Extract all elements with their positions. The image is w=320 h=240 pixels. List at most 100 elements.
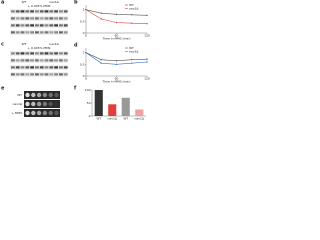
blot-band: [11, 66, 15, 69]
legend-label: nav1Δ: [129, 7, 139, 11]
y-tick-label: 100: [85, 88, 91, 92]
blot-band: [35, 52, 39, 55]
blot-band: [30, 31, 34, 34]
blot-band: [25, 17, 30, 20]
blot-band: [20, 31, 25, 34]
spot: [54, 92, 59, 98]
blot-band: [35, 59, 39, 62]
plate: [24, 100, 60, 108]
blot-band: [59, 59, 63, 62]
blot-band: [63, 31, 68, 34]
blot-band: [11, 73, 15, 76]
point: [100, 12, 102, 14]
point: [131, 58, 133, 61]
blot-band: [35, 17, 39, 20]
blot-band: [49, 59, 54, 62]
panel-letter: c: [1, 42, 4, 48]
y-tick-label: 1: [83, 8, 85, 12]
spot: [42, 92, 48, 98]
blot-strip: [10, 65, 68, 70]
blot-strip: [10, 16, 68, 21]
legend-label: WT: [129, 46, 134, 50]
blot-band: [49, 31, 54, 34]
spot: [31, 110, 36, 116]
blot-band: [25, 24, 30, 27]
blot-band: [15, 59, 20, 62]
blot-band: [30, 24, 34, 27]
blot-band: [11, 17, 15, 20]
blot-band: [44, 59, 49, 62]
y-tick-label: 50: [87, 101, 91, 105]
point: [131, 14, 133, 16]
spot: [31, 92, 36, 98]
blot-band: [25, 52, 30, 55]
point: [115, 13, 118, 16]
blot-band: [63, 59, 68, 62]
blot-band: [44, 17, 49, 20]
blot-band: [63, 24, 68, 27]
blot-band: [59, 24, 63, 27]
bar: [94, 90, 103, 116]
y-tick-label: 0: [89, 114, 91, 118]
point: [115, 63, 118, 66]
blot-band: [44, 73, 49, 76]
blot-band: [30, 52, 34, 55]
point: [100, 58, 102, 61]
blot-band: [63, 66, 68, 69]
spot: [48, 92, 53, 98]
row-label: WT: [17, 93, 22, 97]
bar: [135, 109, 144, 116]
blot-band: [30, 17, 34, 20]
blot-band: [59, 17, 63, 20]
blot-band: [25, 31, 30, 34]
x-axis-label: Time in MMS (min): [101, 80, 130, 84]
spot: [48, 110, 53, 116]
point: [100, 62, 102, 64]
blot-band: [49, 17, 54, 20]
group-label: WT: [22, 42, 27, 46]
blot-band: [15, 24, 20, 27]
blot-band: [30, 73, 34, 76]
blot-band: [35, 66, 39, 69]
blot-band: [59, 52, 63, 55]
point: [131, 62, 133, 64]
row-label: + MMS: [11, 111, 22, 115]
x-tick-label: 0: [85, 77, 87, 81]
group-label: WT: [22, 0, 27, 4]
blot-band: [44, 24, 49, 27]
blot-band: [49, 24, 54, 27]
group-label: nav1Δ: [49, 0, 59, 4]
blot-band: [25, 59, 30, 62]
bar: [108, 104, 117, 116]
blot-band: [39, 52, 44, 55]
point: [85, 51, 87, 54]
blot-band: [44, 10, 49, 13]
blot-band: [54, 59, 58, 62]
y-tick-label: 0: [83, 31, 85, 35]
treatment-label: + 0.005% MMS: [28, 4, 51, 8]
point: [146, 14, 148, 16]
y-tick-label: 0.5: [80, 62, 85, 66]
spot: [36, 101, 42, 107]
blot-band: [63, 52, 68, 55]
blot-band: [35, 73, 39, 76]
blot-band: [54, 52, 58, 55]
spot: [54, 101, 59, 107]
blot-band: [11, 59, 15, 62]
blot-band: [54, 24, 58, 27]
blot-band: [63, 73, 68, 76]
blot-band: [39, 31, 44, 34]
x-tick-label: nav1Δ: [108, 117, 118, 121]
blot-band: [39, 24, 44, 27]
blot-band: [11, 52, 15, 55]
x-tick-label: 120: [144, 77, 150, 81]
blot-band: [63, 10, 68, 13]
row-label: nav1Δ: [13, 102, 23, 106]
panel-letter: e: [1, 86, 5, 92]
blot-band: [54, 31, 58, 34]
blot-band: [49, 66, 54, 69]
blot-band: [20, 10, 25, 13]
blot-band: [39, 73, 44, 76]
x-axis-label: Time in MMS (min): [101, 37, 130, 41]
